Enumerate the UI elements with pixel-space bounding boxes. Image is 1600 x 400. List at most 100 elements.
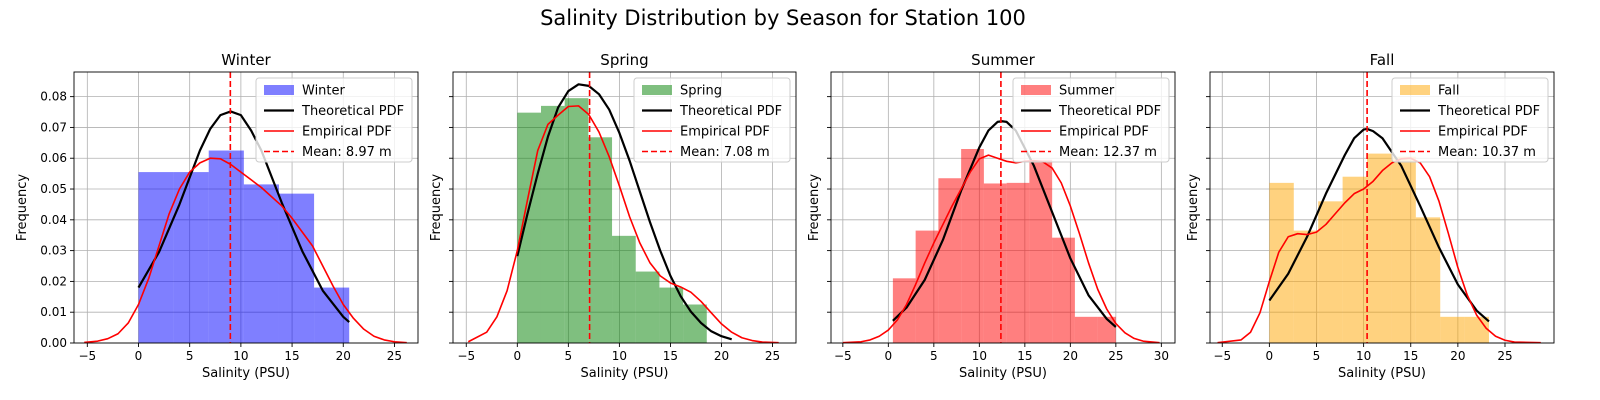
chart-2-xtick-label-7: 30 xyxy=(1154,349,1169,363)
chart-1-empirical-pdf-line xyxy=(467,105,779,343)
chart-0-legend-label-empirical-pdf: Empirical PDF xyxy=(302,125,392,140)
chart-0-bar-3 xyxy=(243,184,279,343)
chart-0-xtick-label-1: 0 xyxy=(135,349,143,363)
panel-winter: −5 0 5 10 15 20 25 0.00 0.01 0.02 0.03 0.04 0.05 0.06… xyxy=(15,51,419,381)
chart-1-xtick-label-6: 25 xyxy=(765,349,780,363)
panel-summer: −5 0 5 10 15 20 25 30 Salinity (PSU) Frequency Sum… xyxy=(807,51,1176,381)
chart-0-ytick-label-8: 0.08 xyxy=(40,90,67,104)
chart-2-legend: Summer Theoretical PDF Empirical PDF Mean: … xyxy=(1012,77,1170,163)
chart-2-bar-7 xyxy=(1052,237,1075,343)
chart-3-legend-box xyxy=(1391,77,1549,163)
chart-3-bar-2 xyxy=(1318,201,1343,343)
chart-2-xtick-label-3: 10 xyxy=(972,349,987,363)
chart-2-xtick-label-0: −5 xyxy=(834,349,852,363)
chart-2-bar-1 xyxy=(915,230,939,343)
chart-1-legend-box xyxy=(633,77,791,163)
chart-3-bar-0 xyxy=(1269,182,1294,343)
chart-3-xtick-label-3: 10 xyxy=(1356,349,1371,363)
chart-0-legend-label-mean-8-97-m: Mean: 8.97 m xyxy=(302,145,392,160)
chart-3-legend-label-empirical-pdf: Empirical PDF xyxy=(1438,125,1528,140)
chart-3-xtick-label-2: 5 xyxy=(1313,349,1321,363)
chart-3-legend-swatch-hist xyxy=(1400,85,1430,95)
chart-1-legend-label-mean-7-08-m: Mean: 7.08 m xyxy=(680,145,770,160)
chart-2-legend-label-theoretical-pdf: Theoretical PDF xyxy=(1058,104,1161,119)
chart-1-xtick-label-2: 5 xyxy=(565,349,573,363)
chart-1-xtick-label-1: 0 xyxy=(513,349,521,363)
chart-3-xtick-label-1: 0 xyxy=(1266,349,1274,363)
chart-2-xtick-label-6: 25 xyxy=(1108,349,1123,363)
chart-1-xtick-label-3: 10 xyxy=(612,349,627,363)
chart-1-bar-2 xyxy=(564,98,589,343)
chart-3-axes-frame xyxy=(1209,71,1555,344)
chart-1-bar-4 xyxy=(612,235,636,343)
chart-1-theoretical-pdf-line xyxy=(516,83,733,341)
chart-2-xtick-label-2: 5 xyxy=(930,349,938,363)
figure-title: Salinity Distribution by Season for Stat… xyxy=(540,6,1026,30)
chart-3-theoretical-pdf-line xyxy=(1268,127,1490,323)
chart-0-title: Winter xyxy=(221,51,271,69)
chart-3-ylabel: Frequency xyxy=(1186,174,1201,241)
chart-2-legend-label-empirical-pdf: Empirical PDF xyxy=(1059,125,1149,140)
chart-0-legend-box xyxy=(255,77,413,163)
chart-2-xtick-label-1: 0 xyxy=(885,349,893,363)
chart-2-xlabel: Salinity (PSU) xyxy=(959,366,1047,381)
chart-0-bar-5 xyxy=(314,287,350,343)
chart-1-bar-5 xyxy=(635,271,660,343)
chart-3-bar-1 xyxy=(1293,230,1319,343)
chart-1-xtick-label-0: −5 xyxy=(457,349,475,363)
chart-1-title: Spring xyxy=(600,51,648,69)
chart-3-bar-7 xyxy=(1440,316,1465,343)
chart-3-xtick-label-0: −5 xyxy=(1213,349,1231,363)
chart-0-xtick-label-2: 5 xyxy=(186,349,194,363)
chart-1-xtick-label-4: 15 xyxy=(663,349,678,363)
chart-1-bar-1 xyxy=(540,105,565,343)
chart-0-ytick-label-4: 0.04 xyxy=(40,213,67,227)
chart-0-ytick-label-2: 0.02 xyxy=(40,274,67,288)
chart-2-xtick-label-4: 15 xyxy=(1017,349,1032,363)
chart-0-bar-4 xyxy=(278,193,315,343)
chart-2-xtick-label-5: 20 xyxy=(1063,349,1078,363)
chart-3-bar-3 xyxy=(1342,176,1368,343)
chart-2-bar-6 xyxy=(1029,159,1053,343)
chart-0-legend-swatch-hist xyxy=(264,85,294,95)
chart-2-bar-8 xyxy=(1074,316,1098,343)
chart-2-empirical-pdf-line xyxy=(842,154,1160,343)
chart-3-legend: Fall Theoretical PDF Empirical PDF Mean: 10… xyxy=(1391,77,1549,163)
chart-2-bar-3 xyxy=(961,148,984,343)
chart-3-xlabel: Salinity (PSU) xyxy=(1338,366,1426,381)
chart-1-legend-label-empirical-pdf: Empirical PDF xyxy=(680,125,770,140)
chart-0-xtick-label-5: 20 xyxy=(336,349,351,363)
chart-0-ytick-label-3: 0.03 xyxy=(40,244,67,258)
chart-2-title: Summer xyxy=(971,51,1035,69)
chart-0-legend-label-theoretical-pdf: Theoretical PDF xyxy=(301,104,404,119)
chart-1-legend-label-theoretical-pdf: Theoretical PDF xyxy=(679,104,782,119)
chart-1-bar-7 xyxy=(683,304,707,343)
chart-1-bar-0 xyxy=(517,112,541,343)
chart-0-empirical-pdf-line xyxy=(84,157,407,343)
chart-2-legend-swatch-hist xyxy=(1021,85,1051,95)
chart-0-ytick-label-0: 0.00 xyxy=(40,336,67,350)
chart-0-legend: Winter Theoretical PDF Empirical PDF Mean: … xyxy=(255,77,413,163)
chart-1-xtick-label-5: 20 xyxy=(714,349,729,363)
chart-1-legend: Spring Theoretical PDF Empirical PDF Mean: … xyxy=(633,77,791,163)
chart-2-legend-label-mean-12-37-m: Mean: 12.37 m xyxy=(1059,145,1157,160)
chart-0-ytick-label-5: 0.05 xyxy=(40,182,67,196)
chart-3-xtick-label-6: 25 xyxy=(1497,349,1512,363)
chart-1-ylabel: Frequency xyxy=(429,174,444,241)
chart-0-xtick-label-0: −5 xyxy=(78,349,96,363)
chart-3-bar-6 xyxy=(1415,217,1441,343)
chart-1-bar-3 xyxy=(588,137,613,343)
chart-3-legend-label-mean-10-37-m: Mean: 10.37 m xyxy=(1438,145,1536,160)
chart-2-theoretical-pdf-line xyxy=(892,120,1117,328)
chart-3-bar-8 xyxy=(1464,316,1489,343)
chart-0-xtick-label-6: 25 xyxy=(387,349,402,363)
chart-3-title: Fall xyxy=(1370,51,1395,69)
chart-0-xlabel: Salinity (PSU) xyxy=(202,366,290,381)
chart-2-legend-box xyxy=(1012,77,1170,163)
chart-3-empirical-pdf-line xyxy=(1217,157,1541,343)
chart-0-ytick-label-7: 0.07 xyxy=(40,120,67,134)
chart-2-ylabel: Frequency xyxy=(807,174,822,241)
chart-0-xtick-label-4: 15 xyxy=(284,349,299,363)
